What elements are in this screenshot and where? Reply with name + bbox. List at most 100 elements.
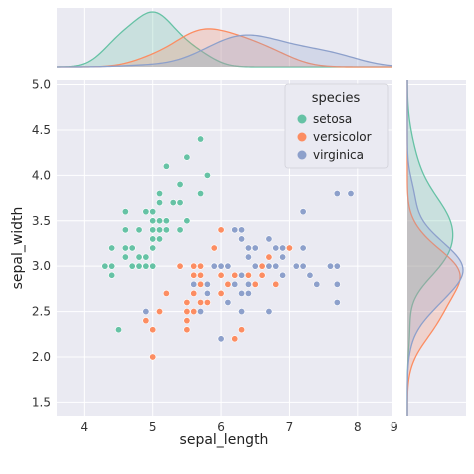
- y-tick-label: 5.0: [32, 78, 51, 92]
- point-versicolor: [183, 326, 191, 334]
- point-setosa: [156, 235, 164, 243]
- point-versicolor: [285, 244, 293, 252]
- point-setosa: [149, 208, 157, 216]
- top-kde-fill-versicolor: [57, 28, 392, 67]
- point-setosa: [156, 190, 164, 198]
- y-tick-label: 4.5: [32, 123, 51, 137]
- point-setosa: [197, 190, 205, 198]
- point-virginica: [210, 262, 218, 270]
- x-tick-labels: 4 5 6 7 8 9: [81, 420, 398, 434]
- legend-marker-versicolor: [297, 132, 307, 142]
- point-setosa: [108, 244, 116, 252]
- point-setosa: [128, 262, 136, 270]
- point-virginica: [347, 190, 355, 198]
- point-versicolor: [190, 271, 198, 279]
- point-setosa: [108, 262, 116, 270]
- point-setosa: [142, 262, 150, 270]
- point-setosa: [162, 226, 170, 234]
- point-virginica: [299, 244, 307, 252]
- legend-label-virginica: virginica: [313, 148, 364, 162]
- point-virginica: [244, 244, 252, 252]
- point-virginica: [265, 262, 273, 270]
- point-setosa: [149, 244, 157, 252]
- y-tick-label: 3.0: [32, 259, 51, 273]
- y-tick-label: 4.0: [32, 168, 51, 182]
- point-virginica: [333, 262, 341, 270]
- point-versicolor: [197, 271, 205, 279]
- legend-marker-setosa: [297, 114, 307, 124]
- point-virginica: [279, 271, 287, 279]
- point-versicolor: [272, 280, 280, 288]
- point-setosa: [101, 262, 109, 270]
- point-virginica: [306, 271, 314, 279]
- point-virginica: [326, 262, 334, 270]
- point-versicolor: [203, 298, 211, 306]
- point-versicolor: [258, 271, 266, 279]
- x-tick-label: 9: [390, 420, 398, 434]
- point-versicolor: [224, 280, 232, 288]
- point-virginica: [292, 262, 300, 270]
- point-virginica: [203, 280, 211, 288]
- point-setosa: [162, 162, 170, 170]
- point-virginica: [231, 280, 239, 288]
- point-versicolor: [197, 262, 205, 270]
- right-marginal-grid: [407, 84, 466, 403]
- scatter-points: [101, 135, 355, 361]
- point-setosa: [149, 217, 157, 225]
- right-kde-line-virginica: [406, 80, 464, 416]
- point-virginica: [217, 335, 225, 343]
- point-setosa: [142, 208, 150, 216]
- legend: species setosa versicolor virginica: [284, 83, 389, 169]
- point-versicolor: [190, 262, 198, 270]
- top-kde-line-versicolor: [56, 28, 392, 68]
- point-setosa: [135, 253, 143, 261]
- y-tick-label: 2.5: [32, 305, 51, 319]
- point-setosa: [149, 226, 157, 234]
- point-setosa: [128, 244, 136, 252]
- x-tick-label: 7: [286, 420, 294, 434]
- point-versicolor: [217, 226, 225, 234]
- point-setosa: [197, 135, 205, 143]
- point-versicolor: [210, 244, 218, 252]
- point-versicolor: [183, 308, 191, 316]
- point-virginica: [272, 262, 280, 270]
- point-virginica: [299, 262, 307, 270]
- point-versicolor: [251, 280, 259, 288]
- top-kde-fill-virginica: [57, 35, 392, 67]
- point-setosa: [183, 153, 191, 161]
- right-kde-fill-setosa: [407, 80, 453, 416]
- y-tick-label: 1.5: [32, 395, 51, 409]
- point-setosa: [142, 253, 150, 261]
- top-marginal-kde: [56, 11, 393, 68]
- point-versicolor: [238, 326, 246, 334]
- point-virginica: [279, 244, 287, 252]
- point-virginica: [265, 235, 273, 243]
- point-setosa: [176, 180, 184, 188]
- point-versicolor: [183, 317, 191, 325]
- point-virginica: [244, 280, 252, 288]
- point-versicolor: [183, 298, 191, 306]
- point-virginica: [244, 253, 252, 261]
- legend-label-versicolor: versicolor: [313, 130, 372, 144]
- point-virginica: [251, 244, 259, 252]
- point-versicolor: [217, 289, 225, 297]
- point-virginica: [197, 308, 205, 316]
- point-setosa: [183, 217, 191, 225]
- point-virginica: [333, 190, 341, 198]
- point-virginica: [190, 280, 198, 288]
- point-versicolor: [217, 271, 225, 279]
- point-virginica: [224, 262, 232, 270]
- point-setosa: [169, 199, 177, 207]
- watermark-text: 知乎@Python大星: [375, 416, 468, 430]
- point-virginica: [142, 308, 150, 316]
- point-virginica: [244, 289, 252, 297]
- point-versicolor: [149, 353, 157, 361]
- point-versicolor: [231, 335, 239, 343]
- point-setosa: [156, 217, 164, 225]
- point-versicolor: [176, 262, 184, 270]
- top-marginal-axes: [57, 8, 392, 67]
- point-virginica: [238, 271, 246, 279]
- y-tick-labels: 1.5 2.0 2.5 3.0 3.5 4.0 4.5 5.0: [32, 78, 51, 410]
- right-kde-fill-versicolor: [407, 80, 461, 416]
